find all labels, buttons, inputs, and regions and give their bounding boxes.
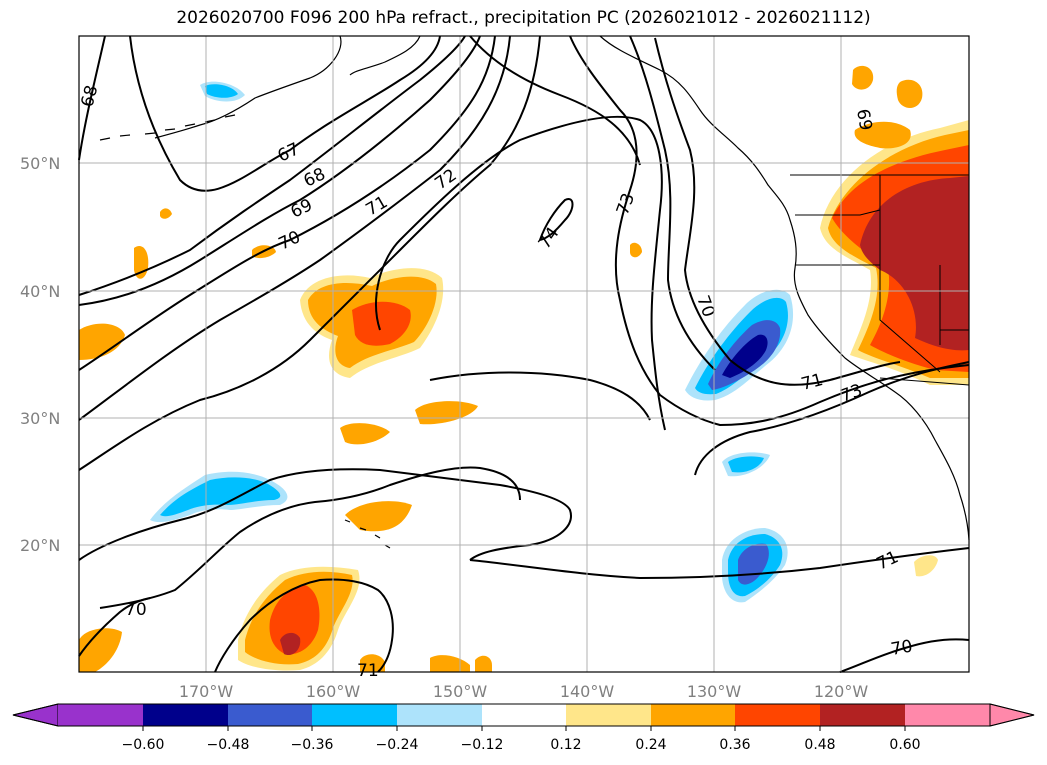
- contour-73: [569, 35, 970, 427]
- graticule: [79, 36, 969, 672]
- shade-bottom-left: [79, 628, 122, 672]
- lat-label: 20°N: [20, 536, 60, 555]
- lon-label: 140°W: [560, 682, 615, 701]
- colorbar-segment: [651, 704, 735, 726]
- border-ca-nv: [879, 265, 941, 373]
- colorbar-segment: [58, 704, 143, 726]
- colorbar-segment: [905, 704, 990, 726]
- precipitation-shading: [79, 65, 969, 672]
- colorbar-tick-label: −0.36: [291, 737, 334, 753]
- shade-bottom-center: [360, 654, 385, 672]
- shade-neg-128w-27n-mid: [728, 456, 764, 473]
- shade-patch-136w: [630, 242, 642, 258]
- contour-south-71: [78, 468, 572, 561]
- coast-alaska: [154, 35, 970, 541]
- contour-south-71c: [469, 547, 970, 580]
- colorbar-segment: [143, 704, 228, 726]
- contour-lines: [78, 35, 970, 673]
- contour-70-south: [99, 466, 521, 609]
- colorbar: −0.60 −0.48 −0.36 −0.24 −0.12 0.12 0.24 …: [12, 703, 1035, 753]
- contour-70-bottom: [214, 578, 394, 673]
- colorbar-outline: [12, 703, 1035, 727]
- contour-label: 70: [889, 636, 914, 659]
- shade-bottom-center3: [475, 655, 492, 672]
- colorbar-tick-label: −0.24: [376, 737, 419, 753]
- shade-central-red: [352, 301, 411, 346]
- lon-label: 160°W: [306, 682, 361, 701]
- lon-label: 120°W: [814, 682, 869, 701]
- colorbar-segment: [228, 704, 312, 726]
- map-frame: [78, 35, 970, 673]
- colorbar-tick-label: −0.60: [122, 737, 165, 753]
- contour-71: [78, 35, 511, 421]
- colorbar-tick-label: 0.48: [804, 737, 835, 753]
- contour-71-east: [654, 37, 901, 386]
- colorbar-segment: [397, 704, 482, 726]
- shade-west-us-darkred: [860, 176, 969, 351]
- colorbar-segment: [820, 704, 905, 726]
- latitude-labels: 50°N 40°N 30°N 20°N: [20, 154, 60, 555]
- border-mexico: [879, 377, 970, 386]
- borders: [790, 174, 970, 386]
- colorbar-tick-label: 0.24: [635, 737, 666, 753]
- contour-label: 71: [357, 661, 379, 681]
- contour-70-right: [839, 638, 970, 673]
- map-background: [79, 36, 969, 672]
- shade-patch-47n: [160, 208, 172, 219]
- colorbar-min-extend: [12, 703, 59, 727]
- longitude-labels: 170°W 160°W 150°W 140°W 130°W 120°W: [179, 682, 869, 701]
- colorbar-max-extend: [989, 703, 1035, 727]
- contour-74-loop: [375, 115, 666, 431]
- colorbar-segment: [312, 704, 397, 726]
- contour-72-east: [469, 35, 641, 166]
- contour-label: 70: [125, 600, 147, 620]
- coastline: [99, 35, 970, 549]
- lat-label: 50°N: [20, 154, 60, 173]
- colorbar-tick-label: −0.48: [207, 737, 250, 753]
- shade-sw-darkred: [280, 632, 301, 656]
- colorbar-tick-label: −0.12: [461, 737, 504, 753]
- contour-73-inner: [429, 371, 651, 421]
- contour-70-east: [629, 35, 716, 371]
- lat-label: 30°N: [20, 409, 60, 428]
- contour-67: [129, 35, 441, 192]
- border-wa-or: [795, 209, 881, 216]
- lat-label: 40°N: [20, 282, 60, 301]
- lon-label: 130°W: [687, 682, 742, 701]
- contour-69: [78, 35, 481, 306]
- colorbar-segment: [482, 704, 566, 726]
- shade-patch-22n: [345, 501, 412, 532]
- shade-patch-west-36n: [79, 323, 125, 360]
- map-title: 2026020700 F096 200 hPa refract., precip…: [176, 8, 871, 28]
- shade-sw-red: [269, 585, 320, 655]
- colorbar-tick-label: 0.36: [719, 737, 750, 753]
- lon-label: 150°W: [433, 682, 488, 701]
- contour-74: [539, 198, 574, 241]
- contour-label: 69: [852, 107, 875, 132]
- shade-neg-aleutian-mid: [205, 84, 238, 98]
- shade-nw-corner-spot2: [852, 65, 874, 90]
- lon-label: 170°W: [179, 682, 234, 701]
- contour-70-far-left: [78, 597, 151, 657]
- shade-neg-130w-35n-max: [722, 334, 768, 378]
- colorbar-tick-label: 0.60: [889, 737, 920, 753]
- contour-south-71b: [694, 361, 970, 476]
- colorbar-segment: [566, 704, 651, 726]
- colorbar-tick-label: 0.12: [550, 737, 581, 753]
- contour-68: [78, 35, 466, 296]
- shade-bc-coast: [854, 121, 911, 149]
- colorbar-segment: [735, 704, 820, 726]
- shade-patch-28n: [340, 423, 390, 445]
- coast-islands: [99, 114, 391, 549]
- shade-nw-corner-spot: [896, 79, 923, 108]
- contour-68-northwest: [78, 35, 106, 161]
- shade-sw-corner-spot: [914, 555, 938, 577]
- contour-70: [78, 35, 496, 371]
- shade-neg-160w-24n-mid: [160, 477, 281, 517]
